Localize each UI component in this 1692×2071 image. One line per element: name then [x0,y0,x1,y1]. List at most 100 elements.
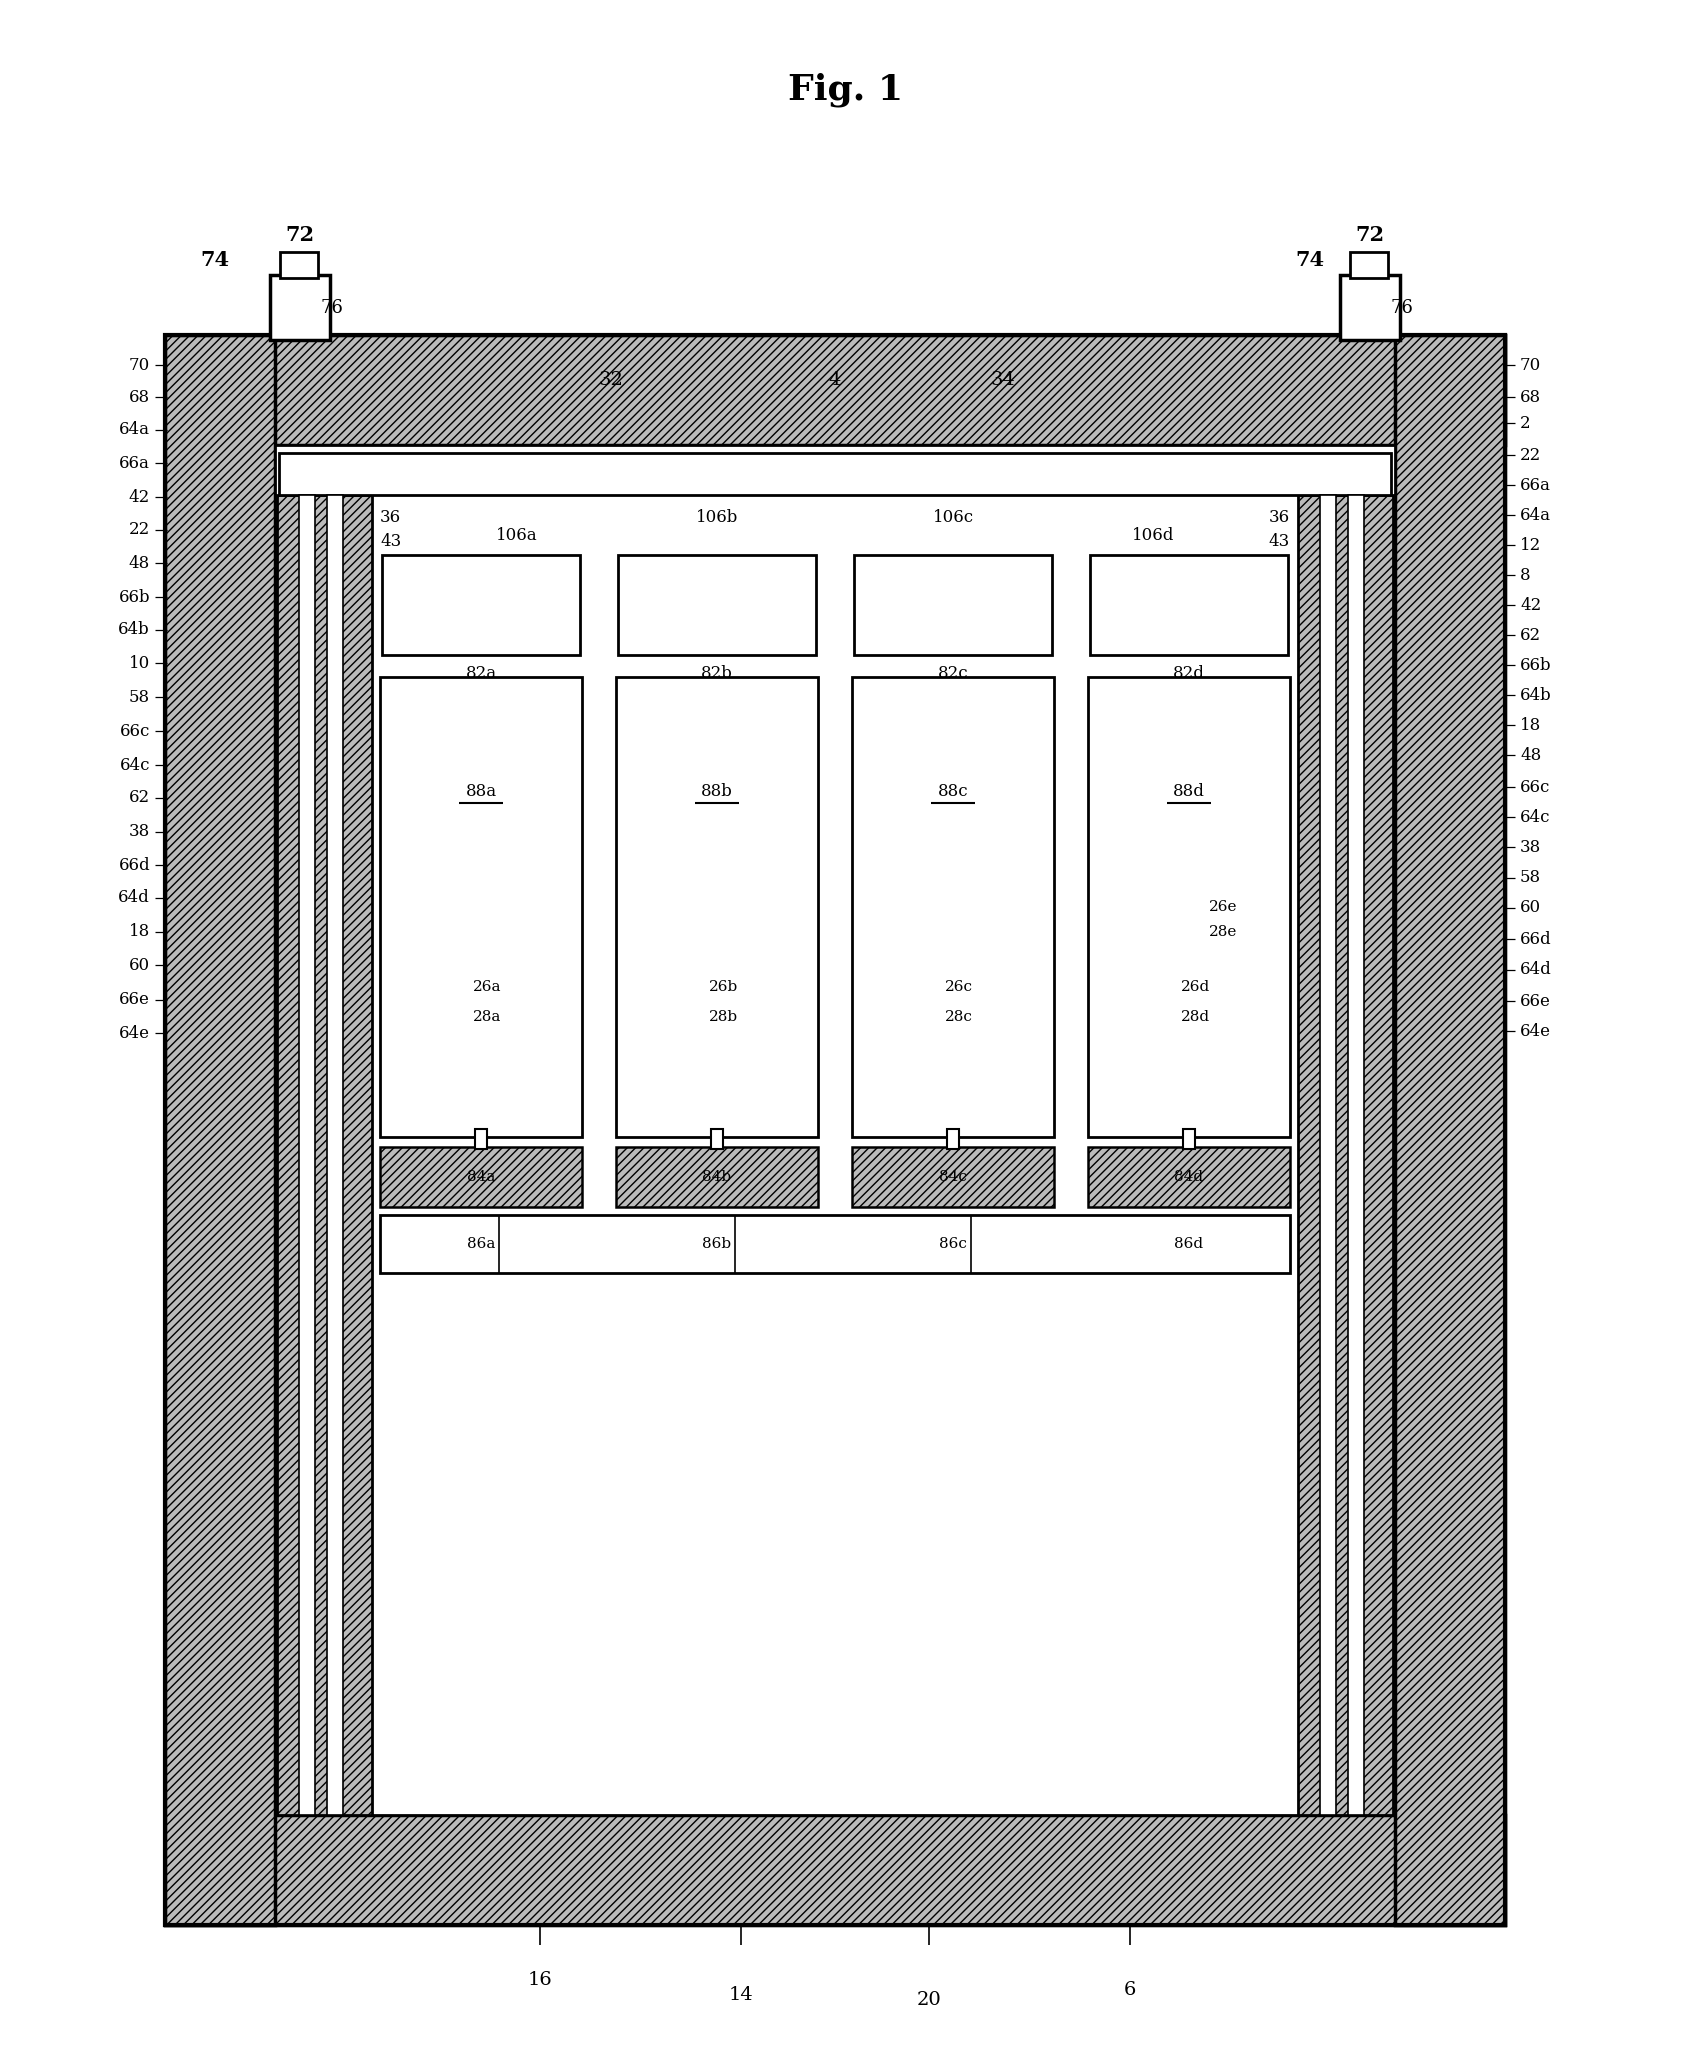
Bar [616,1147,817,1207]
Bar [1350,253,1387,278]
Text: 58: 58 [129,688,151,706]
Text: 72: 72 [286,226,315,244]
Text: 70: 70 [1519,356,1541,373]
Text: 86a: 86a [467,1236,496,1251]
Text: 28b: 28b [709,1011,738,1023]
Text: 2: 2 [1519,414,1531,431]
Text: 62: 62 [129,789,151,806]
Bar [381,677,582,1137]
Text: 64e: 64e [118,1025,151,1042]
Text: 64d: 64d [118,891,151,907]
Bar [166,1814,1504,1926]
Text: 64d: 64d [1519,961,1552,978]
Text: 64b: 64b [1519,686,1552,704]
Text: 68: 68 [1519,389,1541,406]
Text: 66d: 66d [1519,930,1552,949]
Text: 82b: 82b [700,665,733,681]
Text: 72: 72 [1355,226,1384,244]
Text: 88b: 88b [700,783,733,801]
Text: 42: 42 [1519,596,1541,613]
Text: 4: 4 [829,371,841,389]
Text: 66b: 66b [1519,657,1552,673]
Text: 70: 70 [129,356,151,373]
Text: 88d: 88d [1173,783,1205,801]
Bar [271,275,330,340]
Text: 26b: 26b [709,980,738,994]
Bar [616,677,817,1137]
Bar [381,1216,1289,1274]
Bar [166,336,276,1926]
Bar [1349,495,1364,1814]
Text: 60: 60 [129,957,151,973]
Bar [711,1129,722,1149]
Text: 60: 60 [1519,899,1541,917]
Text: 42: 42 [129,489,151,505]
Text: 66e: 66e [1519,992,1552,1009]
Text: 106a: 106a [496,526,538,543]
Bar [1320,495,1337,1814]
Text: 64c: 64c [120,756,151,772]
Text: 64e: 64e [1519,1023,1552,1040]
Text: 14: 14 [729,1986,753,2005]
Bar [1340,275,1399,340]
Text: 28d: 28d [1181,1011,1210,1023]
Text: 66d: 66d [118,857,151,874]
Text: 86b: 86b [702,1236,731,1251]
Bar [277,495,372,1814]
Text: 10: 10 [129,654,151,671]
Text: 6: 6 [1123,1982,1135,1999]
Bar [1394,336,1504,1926]
Text: 84a: 84a [467,1170,496,1185]
Text: 64b: 64b [118,621,151,638]
Text: 43: 43 [381,534,401,551]
Text: 106d: 106d [1132,526,1174,543]
Text: 43: 43 [1269,534,1289,551]
Text: 76: 76 [320,298,343,317]
Bar [1088,1147,1289,1207]
Bar [166,336,1504,1926]
Bar [854,555,1052,654]
Text: 106b: 106b [695,509,738,526]
Text: 66c: 66c [120,723,151,739]
Text: 66e: 66e [118,992,151,1009]
Text: 66a: 66a [1519,476,1552,493]
Text: 66a: 66a [118,454,151,472]
Text: 66b: 66b [118,588,151,605]
Text: 26c: 26c [946,980,973,994]
Text: 34: 34 [990,371,1015,389]
Bar [853,677,1054,1137]
Text: 18: 18 [129,924,151,940]
Bar [276,445,1394,1814]
Text: 74: 74 [1296,251,1325,269]
Text: 22: 22 [129,522,151,538]
Bar [948,1129,959,1149]
Text: 62: 62 [1519,628,1541,644]
Bar [381,1147,582,1207]
Bar [279,253,318,278]
Text: 48: 48 [129,555,151,572]
Bar [618,555,816,654]
Bar [299,495,315,1814]
Text: 84c: 84c [939,1170,966,1185]
Bar [327,495,343,1814]
Text: 64c: 64c [1519,808,1550,826]
Text: 22: 22 [1519,447,1541,464]
Text: 28e: 28e [1210,926,1237,938]
Text: 38: 38 [129,824,151,841]
Text: 64a: 64a [118,422,151,439]
Text: 88c: 88c [937,783,968,801]
Text: 82c: 82c [937,665,968,681]
Bar [1183,1129,1195,1149]
Text: 82d: 82d [1173,665,1205,681]
Bar [853,1147,1054,1207]
Text: 86d: 86d [1174,1236,1203,1251]
Bar [382,555,580,654]
Text: 12: 12 [1519,536,1541,553]
Bar [1088,677,1289,1137]
Text: 66c: 66c [1519,779,1550,795]
Text: 26d: 26d [1181,980,1210,994]
Bar [166,336,1504,445]
Text: 28c: 28c [946,1011,973,1023]
Text: 26a: 26a [474,980,501,994]
Text: 64a: 64a [1519,507,1552,524]
